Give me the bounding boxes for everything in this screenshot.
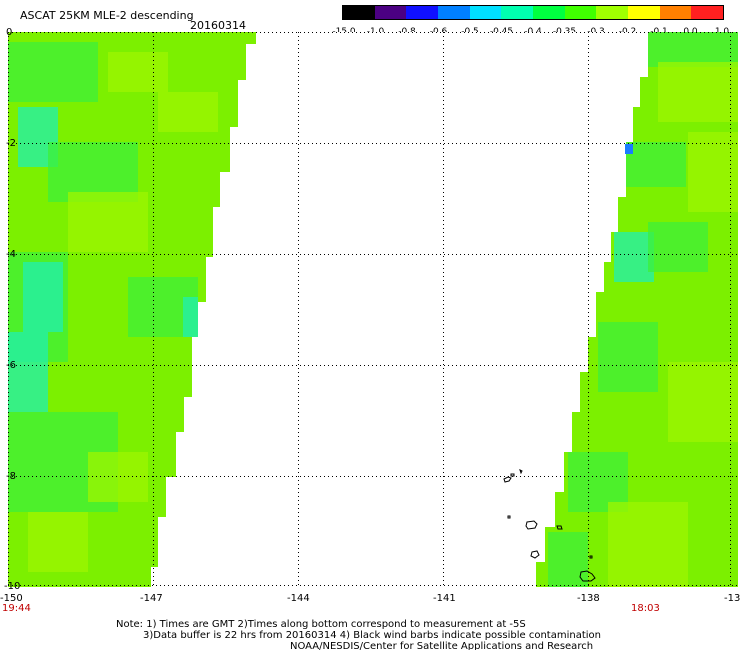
island-outline xyxy=(579,570,596,582)
swath-left-patch xyxy=(8,332,48,412)
swath-right-patch xyxy=(658,62,738,122)
colorbar-segment xyxy=(533,6,566,19)
swath-right-patch xyxy=(688,132,738,212)
colorbar xyxy=(342,5,724,20)
swath-right-patch xyxy=(598,322,658,392)
lon-label-141: -141 xyxy=(433,593,456,604)
map-date: 20160314 xyxy=(190,19,246,32)
colorbar-segment xyxy=(596,6,630,19)
lon-label-147: -147 xyxy=(140,593,163,604)
colorbar-segment xyxy=(406,6,440,19)
lat-label-6: -6 xyxy=(6,360,16,371)
swath-left-patch xyxy=(108,52,168,92)
island-outline xyxy=(519,469,523,475)
swath-left-patch xyxy=(28,512,88,572)
swath-map xyxy=(8,32,738,587)
colorbar-segment xyxy=(691,6,723,19)
note-line-1: Note: 1) Times are GMT 2)Times along bot… xyxy=(116,619,526,630)
swath-right-patch xyxy=(608,502,688,587)
swath-right-gap xyxy=(408,32,648,587)
note-line-2: 3)Data buffer is 22 hrs from 20160314 4)… xyxy=(143,630,601,641)
lon-label-135: -13 xyxy=(724,593,740,604)
lat-label-8: -8 xyxy=(6,471,16,482)
lat-label-4: -4 xyxy=(6,249,16,260)
island-outline xyxy=(507,515,511,519)
lat-label-0: 0 xyxy=(6,27,13,38)
swath-right-patch xyxy=(614,232,654,282)
colorbar-segment xyxy=(628,6,661,19)
swath-right-patch xyxy=(548,532,588,587)
swath-right-base xyxy=(536,32,738,587)
lon-label-144: -144 xyxy=(287,593,310,604)
colorbar-segment xyxy=(659,6,693,19)
colorbar-segment xyxy=(501,6,535,19)
swath-left-patch xyxy=(8,42,98,102)
island-outline xyxy=(503,476,512,483)
swath-blue-pixel xyxy=(625,144,633,154)
lat-label-2: -2 xyxy=(6,138,16,149)
swath-right-patch xyxy=(668,362,738,442)
swath-left-patch xyxy=(23,262,63,332)
colorbar-segment xyxy=(469,6,503,19)
island-outline xyxy=(530,550,540,559)
swath-right-patch xyxy=(648,32,738,67)
swath-right xyxy=(408,32,738,587)
swath-right-patch xyxy=(626,142,686,187)
lat-lon-grid xyxy=(8,32,738,587)
time-left: 19:44 xyxy=(2,603,31,614)
swath-left-patch xyxy=(158,92,218,132)
note-line-3: NOAA/NESDIS/Center for Satellite Applica… xyxy=(290,641,594,650)
swath-right-patch xyxy=(648,222,708,272)
swath-left-patch xyxy=(183,297,198,337)
colorbar-segment xyxy=(564,6,598,19)
lon-label-138: -138 xyxy=(577,593,600,604)
map-title: ASCAT 25KM MLE-2 descending xyxy=(20,9,194,22)
swath-left-patch xyxy=(88,452,148,502)
colorbar-segment xyxy=(343,6,376,19)
island-outline xyxy=(510,473,515,477)
swath-left-patch xyxy=(68,192,148,252)
island-outline xyxy=(525,520,538,530)
island-outline xyxy=(556,525,563,530)
island-outlines xyxy=(503,469,596,582)
island-outline xyxy=(589,555,593,559)
swath-left-gap xyxy=(151,32,738,587)
colorbar-segment xyxy=(438,6,471,19)
time-right: 18:03 xyxy=(631,603,660,614)
lon-label-150: -150 xyxy=(0,593,23,604)
colorbar-segment xyxy=(374,6,408,19)
lat-label-10: -10 xyxy=(4,581,21,592)
swath-left xyxy=(8,32,738,587)
